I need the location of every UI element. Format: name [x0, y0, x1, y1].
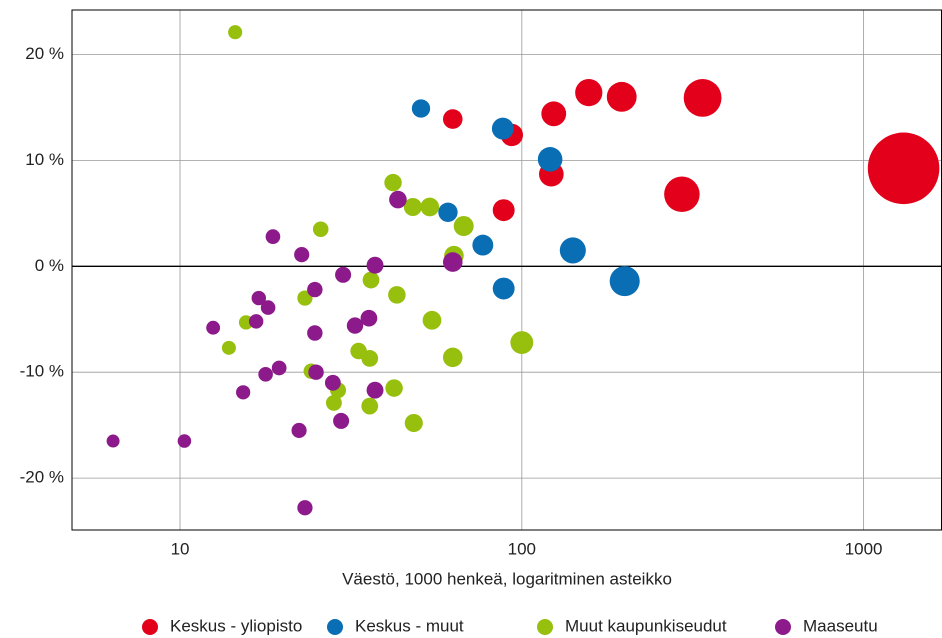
bubble [404, 413, 423, 433]
bubble [307, 281, 323, 298]
bubble [236, 385, 251, 400]
bubble [258, 367, 273, 382]
bubble [385, 379, 403, 397]
bubble [206, 320, 221, 335]
bubble [442, 109, 463, 129]
y-tick-label: 20 % [25, 44, 64, 63]
legend-label: Keskus - muut [355, 616, 464, 635]
x-tick-label: 10 [171, 539, 190, 558]
bubble [297, 500, 313, 516]
bubble [325, 394, 342, 411]
x-axis-label: Väestö, 1000 henkeä, logaritminen asteik… [342, 569, 672, 588]
bubble [362, 271, 380, 289]
bubble [294, 247, 310, 263]
bubble [438, 202, 458, 222]
bubble [366, 256, 384, 274]
legend-label: Maaseutu [803, 616, 878, 635]
bubble [541, 101, 567, 127]
bubble [333, 412, 350, 429]
y-tick-label: -20 % [20, 468, 64, 487]
bubble [559, 237, 586, 264]
legend-label: Keskus - yliopisto [170, 616, 302, 635]
bubble [384, 173, 402, 192]
bubble [361, 397, 379, 415]
y-tick-label: 0 % [35, 256, 64, 275]
bubble [251, 290, 267, 306]
legend-marker [537, 619, 553, 635]
legend-marker [142, 619, 158, 635]
bubble [388, 286, 406, 304]
bubble [683, 79, 722, 117]
bubble [492, 277, 515, 300]
bubble [291, 422, 307, 439]
bubble [442, 347, 463, 368]
bubble [422, 310, 442, 330]
bubble [248, 314, 264, 329]
bubble [442, 252, 463, 272]
bubble [609, 266, 640, 297]
bubble [360, 309, 378, 327]
bubble [361, 350, 379, 367]
y-tick-label: 10 % [25, 150, 64, 169]
y-tick-label: -10 % [20, 362, 64, 381]
legend-marker [327, 619, 343, 635]
bubble [492, 199, 515, 222]
plot-border [71, 9, 942, 531]
bubble [260, 300, 276, 315]
bubble [389, 190, 407, 209]
bubble [420, 197, 440, 217]
bubble [366, 381, 384, 399]
bubble [335, 266, 352, 283]
bubble [308, 364, 324, 380]
legend-marker [775, 619, 791, 635]
bubble [575, 78, 603, 107]
bubble [271, 360, 287, 376]
bubble [307, 325, 323, 341]
bubble [228, 25, 243, 40]
legend-label: Muut kaupunkiseudut [565, 616, 727, 635]
bubble [867, 132, 940, 205]
x-tick-label: 100 [508, 539, 536, 558]
bubble [312, 221, 329, 238]
bubble [411, 99, 431, 118]
bubble [664, 176, 700, 213]
bubble [403, 197, 422, 217]
bubble [324, 374, 341, 391]
bubble [491, 117, 514, 140]
bubble [106, 434, 120, 448]
bubble [453, 216, 474, 237]
bubble [606, 81, 637, 112]
bubble [265, 229, 281, 244]
bubble [221, 340, 236, 355]
x-tick-label: 1000 [845, 539, 883, 558]
bubble [537, 147, 563, 172]
bubble [346, 317, 364, 334]
bubble [510, 331, 534, 354]
bubble [177, 434, 192, 448]
bubble [472, 234, 494, 256]
